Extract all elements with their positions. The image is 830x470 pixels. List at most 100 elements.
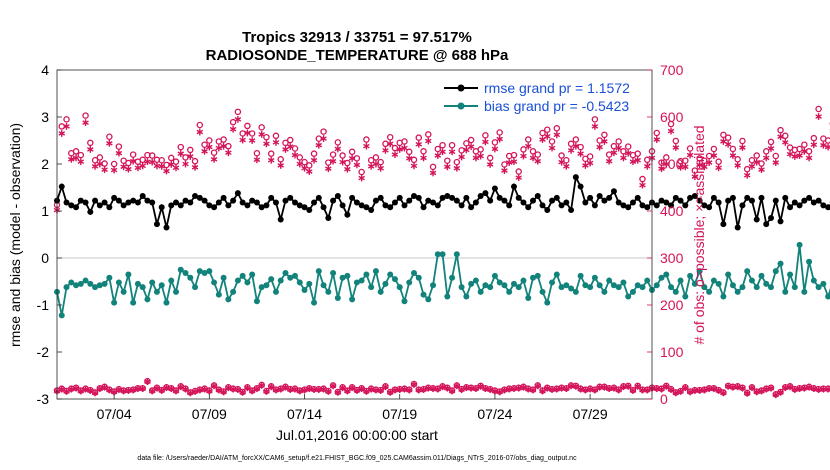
rmse-point	[153, 221, 160, 228]
obs-assimilated-point	[134, 164, 142, 172]
y-axis-label-left: rmse and bias (model - observation)	[7, 123, 23, 347]
bias-point	[215, 291, 222, 298]
obs-possible-point	[291, 145, 299, 152]
rmse-point	[272, 199, 279, 206]
y-tick-label-left: 0	[41, 250, 49, 266]
rmse-point	[596, 192, 603, 199]
obs-low-assimilated-point	[734, 383, 741, 391]
obs-low-assimilated-point	[220, 388, 227, 396]
obs-assimilated-point	[363, 142, 370, 150]
rmse-point	[677, 197, 684, 204]
obs-assimilated-point	[524, 142, 532, 150]
bias-point	[563, 282, 570, 289]
rmse-point	[525, 204, 532, 211]
obs-assimilated-point	[239, 136, 246, 144]
bias-point	[725, 271, 732, 278]
obs-possible-point	[501, 161, 508, 168]
rmse-point	[134, 199, 141, 206]
obs-possible-point	[463, 140, 470, 147]
bias-point	[582, 282, 589, 289]
rmse-point	[491, 185, 498, 192]
rmse-point	[501, 197, 508, 204]
rmse-point	[58, 183, 65, 190]
rmse-point	[406, 197, 413, 204]
obs-possible-point	[77, 151, 85, 159]
rmse-point	[268, 194, 275, 201]
rmse-point	[682, 202, 689, 209]
bias-point	[553, 271, 560, 278]
obs-assimilated-point	[496, 135, 503, 143]
obs-low-assimilated-point	[501, 386, 508, 394]
rmse-point	[587, 194, 594, 201]
bias-point	[125, 271, 132, 278]
bias-point	[334, 294, 341, 301]
obs-low-assimilated-point	[296, 387, 304, 395]
obs-assimilated-point	[582, 162, 589, 169]
rmse-point	[720, 221, 727, 228]
rmse-point	[106, 204, 113, 211]
obs-assimilated-point	[563, 162, 570, 170]
obs-assimilated-point	[786, 150, 794, 158]
obs-assimilated-point	[758, 166, 765, 174]
obs-low-assimilated-point	[801, 384, 808, 392]
obs-possible-point	[229, 118, 237, 126]
obs-possible-point	[225, 142, 232, 150]
obs-assimilated-point	[472, 154, 480, 162]
bias-point	[572, 288, 579, 295]
rmse-point	[391, 199, 398, 206]
bias-point	[344, 272, 351, 279]
obs-possible-point	[762, 148, 770, 155]
bias-point	[491, 272, 498, 279]
rmse-point	[363, 204, 370, 211]
x-tick-label: 07/19	[382, 406, 417, 422]
obs-assimilated-point	[686, 151, 694, 159]
obs-low-assimilated-point	[762, 385, 770, 393]
obs-possible-point	[643, 156, 651, 164]
rmse-point	[111, 194, 118, 201]
rmse-series	[54, 174, 830, 231]
obs-possible-point	[329, 151, 337, 158]
obs-low-assimilated-point	[582, 386, 589, 394]
obs-assimilated-point	[382, 146, 389, 154]
obs-assimilated-point	[791, 153, 799, 160]
bias-point	[629, 288, 636, 295]
obs-low-assimilated-point	[524, 385, 532, 393]
obs-assimilated-point	[358, 174, 365, 182]
obs-possible-point	[58, 123, 66, 130]
rmse-point	[101, 199, 108, 206]
bias-point	[520, 277, 527, 284]
obs-assimilated-point	[225, 149, 232, 157]
rmse-point	[558, 202, 565, 209]
y-tick-label-left: 3	[41, 109, 49, 125]
obs-possible-point	[467, 136, 475, 144]
bias-point	[496, 279, 503, 286]
obs-possible-point	[348, 148, 356, 156]
rmse-point	[715, 199, 722, 206]
bias-point	[244, 279, 251, 286]
bias-point	[68, 279, 75, 286]
rmse-point	[277, 216, 284, 223]
obs-possible-point	[158, 156, 165, 164]
obs-possible-point	[286, 136, 294, 144]
obs-possible-point	[339, 152, 346, 159]
obs-possible-point	[267, 150, 275, 157]
obs-low-assimilated-point	[115, 386, 123, 393]
obs-possible-point	[567, 140, 575, 148]
obs-assimilated-point	[277, 162, 285, 169]
obs-possible-point	[453, 158, 461, 166]
obs-assimilated-point	[539, 136, 546, 143]
obs-possible-point	[139, 156, 146, 164]
bias-point	[510, 280, 517, 287]
bias-point	[653, 282, 660, 289]
bias-point	[201, 270, 208, 277]
obs-possible-point	[201, 141, 208, 148]
obs-assimilated-point	[639, 181, 646, 189]
obs-possible-point	[405, 148, 413, 156]
bias-point	[339, 274, 346, 281]
bias-point	[111, 299, 118, 306]
obs-low-assimilated-point	[267, 383, 275, 391]
obs-possible-point	[815, 105, 822, 113]
bias-point	[768, 284, 774, 291]
bias-point	[782, 288, 789, 295]
